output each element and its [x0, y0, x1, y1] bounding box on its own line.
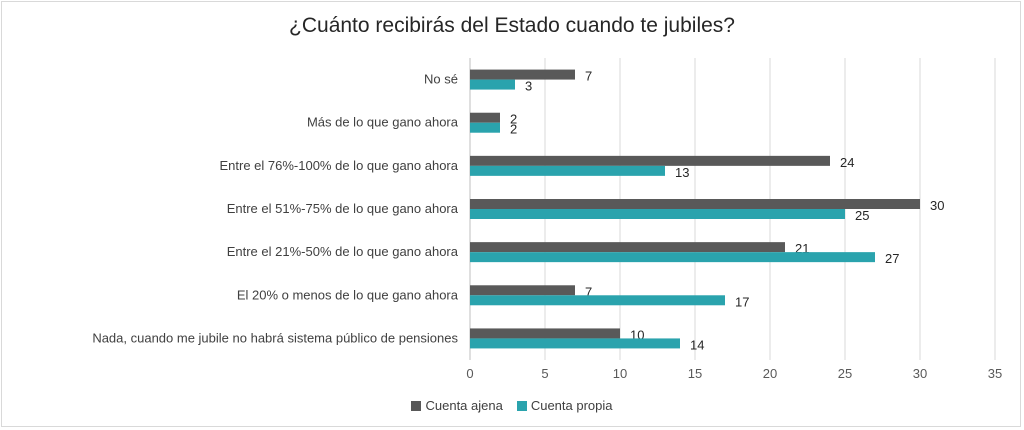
x-tick-label-25: 25 — [838, 366, 852, 381]
x-tick-label-0: 0 — [466, 366, 473, 381]
category-label-0: No sé — [424, 72, 458, 87]
data-label-cuenta-propia-3: 25 — [855, 208, 869, 223]
legend: Cuenta ajena Cuenta propia — [0, 398, 1024, 413]
x-tick-label-20: 20 — [763, 366, 777, 381]
x-tick-label-30: 30 — [913, 366, 927, 381]
data-label-cuenta-ajena-2: 24 — [840, 155, 854, 170]
bar-cuenta-ajena-1 — [470, 112, 500, 123]
data-label-cuenta-propia-6: 14 — [690, 337, 704, 352]
data-label-cuenta-propia-0: 3 — [525, 79, 532, 94]
legend-label-cuenta-propia: Cuenta propia — [530, 398, 613, 413]
x-tick-label-10: 10 — [613, 366, 627, 381]
data-label-cuenta-ajena-5: 7 — [585, 284, 592, 299]
legend-label-cuenta-ajena: Cuenta ajena — [425, 398, 503, 413]
legend-swatch-cuenta-ajena — [411, 400, 422, 411]
category-label-1: Más de lo que gano ahora — [307, 115, 459, 130]
category-label-4: Entre el 21%-50% de lo que gano ahora — [227, 244, 459, 259]
bar-cuenta-ajena-4 — [470, 242, 785, 253]
bar-cuenta-propia-2 — [470, 165, 665, 176]
bar-cuenta-propia-6 — [470, 338, 680, 349]
x-tick-label-15: 15 — [688, 366, 702, 381]
chart-title: ¿Cuánto recibirás del Estado cuando te j… — [289, 14, 735, 37]
data-label-cuenta-propia-5: 17 — [735, 294, 749, 309]
bar-cuenta-ajena-5 — [470, 285, 575, 296]
x-tick-label-35: 35 — [988, 366, 1002, 381]
bar-cuenta-ajena-3 — [470, 199, 920, 209]
category-label-5: El 20% o menos de lo que gano ahora — [237, 287, 459, 302]
category-label-2: Entre el 76%-100% de lo que gano ahora — [219, 158, 458, 173]
data-label-cuenta-propia-4: 27 — [885, 251, 899, 266]
bar-cuenta-propia-3 — [470, 209, 845, 219]
bar-cuenta-ajena-0 — [470, 69, 575, 80]
bar-cuenta-ajena-6 — [470, 328, 620, 339]
bar-cuenta-propia-0 — [470, 79, 515, 90]
data-label-cuenta-propia-2: 13 — [675, 165, 689, 180]
data-label-cuenta-ajena-3: 30 — [930, 198, 944, 213]
data-label-cuenta-ajena-1: 2 — [510, 112, 517, 127]
bar-cuenta-propia-1 — [470, 122, 500, 133]
category-label-3: Entre el 51%-75% de lo que gano ahora — [227, 201, 459, 216]
x-tick-label-5: 5 — [541, 366, 548, 381]
data-label-cuenta-propia-1: 2 — [510, 122, 517, 137]
legend-item-cuenta-ajena: Cuenta ajena — [411, 398, 503, 413]
bar-cuenta-propia-4 — [470, 252, 875, 263]
legend-item-cuenta-propia: Cuenta propia — [516, 398, 613, 413]
category-label-6: Nada, cuando me jubile no habrá sistema … — [92, 330, 458, 345]
legend-swatch-cuenta-propia — [516, 400, 527, 411]
data-label-cuenta-ajena-0: 7 — [585, 69, 592, 84]
bar-cuenta-ajena-2 — [470, 155, 830, 166]
bar-cuenta-propia-5 — [470, 295, 725, 306]
